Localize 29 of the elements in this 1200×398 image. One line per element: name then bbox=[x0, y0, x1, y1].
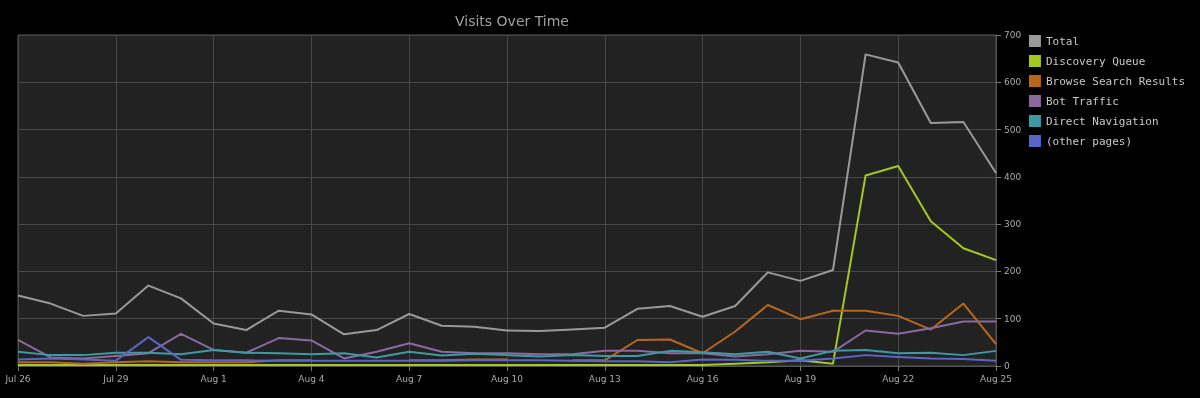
legend-label: Discovery Queue bbox=[1045, 54, 1146, 68]
y-tick-label: 600 bbox=[1004, 77, 1022, 88]
legend-label: Direct Navigation bbox=[1045, 114, 1159, 128]
y-tick-label: 400 bbox=[1004, 171, 1022, 182]
legend-label: Total bbox=[1045, 34, 1080, 48]
legend-label: (other pages) bbox=[1045, 134, 1133, 148]
x-tick-label: Aug 7 bbox=[396, 373, 423, 384]
chart-title: Visits Over Time bbox=[455, 13, 569, 29]
line-series bbox=[17, 348, 997, 360]
line-series bbox=[17, 320, 997, 360]
legend-label: Bot Traffic bbox=[1045, 94, 1119, 108]
y-tick-label: 500 bbox=[1004, 124, 1022, 135]
x-tick-label: Aug 4 bbox=[298, 373, 325, 384]
x-tick-label: Jul 26 bbox=[4, 373, 31, 384]
x-tick-label: Aug 1 bbox=[200, 373, 227, 384]
x-tick-label: Aug 16 bbox=[686, 373, 719, 384]
x-tick-label: Aug 10 bbox=[491, 373, 524, 384]
y-tick-label: 0 bbox=[1004, 361, 1010, 371]
y-tick-label: 100 bbox=[1004, 313, 1022, 324]
y-tick-label: 700 bbox=[1004, 30, 1022, 40]
x-tick-label: Aug 22 bbox=[882, 373, 915, 384]
legend-label: Browse Search Results bbox=[1045, 74, 1185, 88]
y-tick-label: 200 bbox=[1004, 266, 1022, 277]
x-tick-label: Aug 25 bbox=[980, 373, 1012, 384]
x-tick-label: Aug 13 bbox=[588, 373, 621, 384]
y-tick-label: 300 bbox=[1004, 219, 1022, 230]
x-tick-label: Jul 29 bbox=[102, 373, 129, 384]
x-tick-label: Aug 19 bbox=[784, 373, 817, 384]
line-series bbox=[17, 53, 997, 336]
